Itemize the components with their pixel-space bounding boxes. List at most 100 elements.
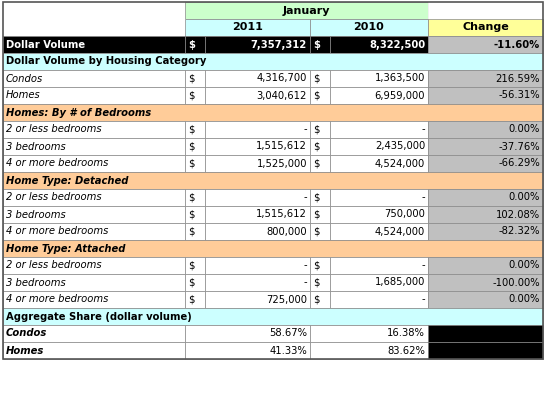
Text: Aggregate Share (dollar volume): Aggregate Share (dollar volume) bbox=[6, 312, 192, 321]
Bar bbox=[330, 138, 428, 155]
Bar bbox=[3, 308, 543, 325]
Bar bbox=[428, 36, 543, 53]
Bar bbox=[3, 274, 185, 291]
Text: -: - bbox=[421, 261, 425, 270]
Text: Condos: Condos bbox=[6, 329, 47, 338]
Text: Home Type: Detached: Home Type: Detached bbox=[6, 176, 128, 185]
Bar bbox=[205, 223, 310, 240]
Bar bbox=[205, 291, 310, 308]
Bar bbox=[310, 223, 330, 240]
Text: $: $ bbox=[313, 40, 320, 50]
Text: -66.29%: -66.29% bbox=[498, 158, 540, 169]
Text: Change: Change bbox=[462, 22, 509, 33]
Bar bbox=[3, 291, 185, 308]
Text: -82.32%: -82.32% bbox=[498, 226, 540, 237]
Bar bbox=[205, 36, 310, 53]
Bar bbox=[205, 155, 310, 172]
Bar bbox=[3, 87, 185, 104]
Text: $: $ bbox=[188, 277, 195, 288]
Text: 41.33%: 41.33% bbox=[270, 345, 307, 356]
Text: $: $ bbox=[188, 90, 195, 101]
Bar bbox=[205, 138, 310, 155]
Bar bbox=[205, 87, 310, 104]
Text: $: $ bbox=[188, 125, 195, 134]
Text: $: $ bbox=[313, 158, 320, 169]
Text: 0.00%: 0.00% bbox=[509, 125, 540, 134]
Bar bbox=[428, 155, 543, 172]
Bar bbox=[428, 291, 543, 308]
Bar bbox=[310, 87, 330, 104]
Bar bbox=[185, 19, 310, 36]
Bar bbox=[185, 257, 205, 274]
Bar bbox=[3, 172, 543, 189]
Text: 2 or less bedrooms: 2 or less bedrooms bbox=[6, 193, 102, 202]
Bar bbox=[185, 155, 205, 172]
Bar bbox=[310, 274, 330, 291]
Bar bbox=[330, 87, 428, 104]
Bar bbox=[185, 189, 205, 206]
Text: -: - bbox=[304, 277, 307, 288]
Text: -56.31%: -56.31% bbox=[498, 90, 540, 101]
Bar bbox=[428, 2, 543, 19]
Bar bbox=[310, 342, 428, 359]
Text: Homes: By # of Bedrooms: Homes: By # of Bedrooms bbox=[6, 108, 151, 118]
Text: $: $ bbox=[313, 141, 320, 151]
Bar bbox=[428, 223, 543, 240]
Bar bbox=[310, 70, 330, 87]
Text: $: $ bbox=[313, 73, 320, 83]
Bar bbox=[3, 138, 185, 155]
Bar bbox=[205, 121, 310, 138]
Bar bbox=[330, 206, 428, 223]
Text: 1,515,612: 1,515,612 bbox=[256, 141, 307, 151]
Bar bbox=[330, 223, 428, 240]
Text: 0.00%: 0.00% bbox=[509, 193, 540, 202]
Bar bbox=[205, 70, 310, 87]
Text: 4,316,700: 4,316,700 bbox=[257, 73, 307, 83]
Text: 4,524,000: 4,524,000 bbox=[375, 158, 425, 169]
Text: Homes: Homes bbox=[6, 345, 45, 356]
Text: 2011: 2011 bbox=[232, 22, 263, 33]
Text: 216.59%: 216.59% bbox=[496, 73, 540, 83]
Bar bbox=[330, 189, 428, 206]
Text: $: $ bbox=[313, 277, 320, 288]
Text: $: $ bbox=[188, 141, 195, 151]
Bar bbox=[310, 36, 330, 53]
Bar bbox=[3, 121, 185, 138]
Text: 6,959,000: 6,959,000 bbox=[375, 90, 425, 101]
Bar bbox=[428, 87, 543, 104]
Text: 4 or more bedrooms: 4 or more bedrooms bbox=[6, 226, 108, 237]
Bar bbox=[428, 138, 543, 155]
Text: $: $ bbox=[313, 261, 320, 270]
Bar bbox=[428, 121, 543, 138]
Bar bbox=[428, 70, 543, 87]
Bar bbox=[3, 19, 185, 36]
Text: 7,357,312: 7,357,312 bbox=[251, 40, 307, 50]
Text: Dollar Volume: Dollar Volume bbox=[6, 40, 85, 50]
Text: 800,000: 800,000 bbox=[266, 226, 307, 237]
Text: $: $ bbox=[188, 40, 195, 50]
Text: -: - bbox=[304, 193, 307, 202]
Text: 0.00%: 0.00% bbox=[509, 294, 540, 305]
Text: -11.60%: -11.60% bbox=[494, 40, 540, 50]
Bar bbox=[3, 53, 543, 70]
Bar bbox=[185, 325, 310, 342]
Text: 4 or more bedrooms: 4 or more bedrooms bbox=[6, 294, 108, 305]
Text: 750,000: 750,000 bbox=[384, 209, 425, 220]
Text: 8,322,500: 8,322,500 bbox=[369, 40, 425, 50]
Bar bbox=[205, 274, 310, 291]
Text: 3 bedrooms: 3 bedrooms bbox=[6, 141, 66, 151]
Text: 0.00%: 0.00% bbox=[509, 261, 540, 270]
Text: -100.00%: -100.00% bbox=[492, 277, 540, 288]
Text: $: $ bbox=[188, 226, 195, 237]
Text: 4 or more bedrooms: 4 or more bedrooms bbox=[6, 158, 108, 169]
Text: -: - bbox=[421, 193, 425, 202]
Text: 2 or less bedrooms: 2 or less bedrooms bbox=[6, 125, 102, 134]
Text: $: $ bbox=[188, 209, 195, 220]
Text: $: $ bbox=[313, 294, 320, 305]
Bar bbox=[3, 206, 185, 223]
Text: $: $ bbox=[188, 193, 195, 202]
Bar bbox=[3, 70, 185, 87]
Text: 1,685,000: 1,685,000 bbox=[375, 277, 425, 288]
Text: -: - bbox=[304, 125, 307, 134]
Bar bbox=[428, 325, 543, 342]
